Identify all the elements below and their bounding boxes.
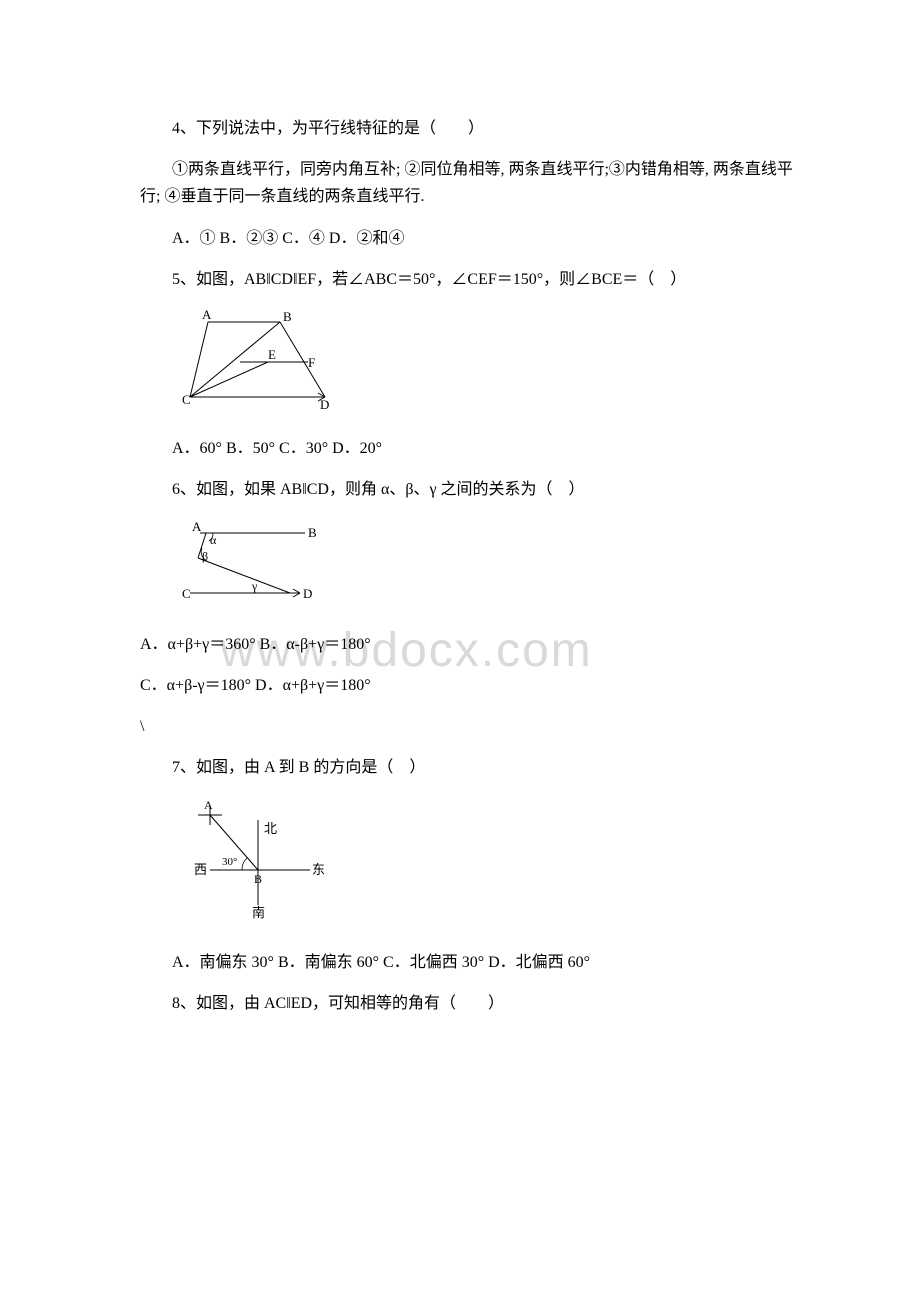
q6-label-D: D	[303, 586, 312, 601]
q5-label-A: A	[202, 307, 212, 322]
q6-label-beta: β	[202, 549, 208, 563]
q6-options2: C．α+β-γ＝180° D．α+β+γ＝180°	[140, 672, 800, 699]
q7-label-S: 南	[252, 905, 265, 920]
q5-stem: 5、如图，AB‖CD‖EF，若∠ABC＝50°，∠CEF＝150°，则∠BCE＝…	[140, 266, 800, 293]
q6-label-alpha: α	[210, 533, 217, 547]
q7-label-N: 北	[264, 821, 277, 836]
q7-options: A．南偏东 30° B．南偏东 60° C．北偏西 30° D．北偏西 60°	[140, 949, 800, 976]
q6-slash: \	[140, 713, 800, 740]
q5-options: A．60° B．50° C．30° D．20°	[140, 435, 800, 462]
q7-label-angle: 30°	[222, 856, 237, 868]
q6-stem: 6、如图，如果 AB‖CD，则角 α、β、γ 之间的关系为（ ）	[140, 476, 800, 503]
q7-label-W: 西	[194, 862, 207, 877]
q7-stem: 7、如图，由 A 到 B 的方向是（ ）	[140, 754, 800, 781]
q5-label-D: D	[320, 397, 329, 412]
q6-label-A: A	[192, 519, 202, 534]
q6-label-C: C	[182, 586, 191, 601]
q7-label-B: B	[254, 872, 262, 886]
q8-stem: 8、如图，由 AC‖ED，可知相等的角有（ ）	[140, 990, 800, 1017]
q5-label-E: E	[268, 347, 276, 362]
q5-label-B: B	[283, 309, 292, 324]
q6-label-gamma: γ	[251, 579, 258, 593]
q6-figure: A B C D α β γ	[180, 518, 800, 617]
q7-figure: A B 北 南 东 西 30°	[180, 795, 800, 934]
q4-stem: 4、下列说法中，为平行线特征的是（ ）	[140, 115, 800, 142]
q5-label-C: C	[182, 392, 191, 407]
q6-options1: A．α+β+γ＝360° B．α-β+γ＝180°	[140, 631, 800, 658]
q7-label-A: A	[204, 798, 213, 812]
q4-options: A．① B．②③ C．④ D．②和④	[140, 225, 800, 252]
q5-label-F: F	[308, 355, 315, 370]
q5-figure: A B E F C D	[180, 307, 800, 421]
q6-label-B: B	[308, 525, 317, 540]
q7-label-E: 东	[312, 862, 325, 877]
q4-detail: ①两条直线平行，同旁内角互补; ②同位角相等, 两条直线平行;③内错角相等, 两…	[140, 156, 800, 210]
